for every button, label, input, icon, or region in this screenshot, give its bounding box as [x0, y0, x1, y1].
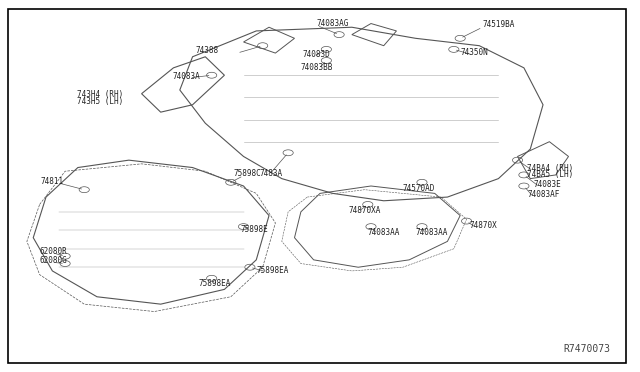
- Text: 75898EA: 75898EA: [256, 266, 289, 275]
- Text: 74570AD: 74570AD: [403, 185, 435, 193]
- Text: 74350N: 74350N: [460, 48, 488, 57]
- Text: 62080R: 62080R: [40, 247, 67, 256]
- Text: 74083AG: 74083AG: [317, 19, 349, 28]
- Text: 74519BA: 74519BA: [483, 20, 515, 29]
- Text: 74083AA: 74083AA: [368, 228, 400, 237]
- Text: 74811: 74811: [41, 177, 64, 186]
- Text: R7470073: R7470073: [563, 344, 610, 354]
- Text: 62080G: 62080G: [40, 256, 67, 265]
- FancyBboxPatch shape: [8, 9, 626, 363]
- Text: 74083E: 74083E: [534, 180, 561, 189]
- Text: 74870X: 74870X: [470, 221, 497, 230]
- Text: 75898EA: 75898EA: [199, 279, 231, 288]
- Text: 74083AF: 74083AF: [527, 190, 559, 199]
- Text: 74083D: 74083D: [303, 50, 330, 59]
- Text: 74BA4 (RH): 74BA4 (RH): [527, 164, 573, 173]
- Text: 74870XA: 74870XA: [349, 206, 381, 215]
- Text: 74083AA: 74083AA: [415, 228, 448, 237]
- Text: 75898E: 75898E: [241, 225, 268, 234]
- Text: 7483A: 7483A: [259, 169, 283, 178]
- Text: 743H4 (RH): 743H4 (RH): [77, 90, 123, 99]
- Text: 74083A: 74083A: [172, 72, 200, 81]
- Text: 743H5 (LH): 743H5 (LH): [77, 97, 123, 106]
- Text: 74BA5 (LH): 74BA5 (LH): [527, 170, 573, 179]
- Text: 74083BB: 74083BB: [301, 62, 333, 72]
- Text: 75898C: 75898C: [234, 169, 262, 178]
- Text: 74388: 74388: [196, 46, 219, 55]
